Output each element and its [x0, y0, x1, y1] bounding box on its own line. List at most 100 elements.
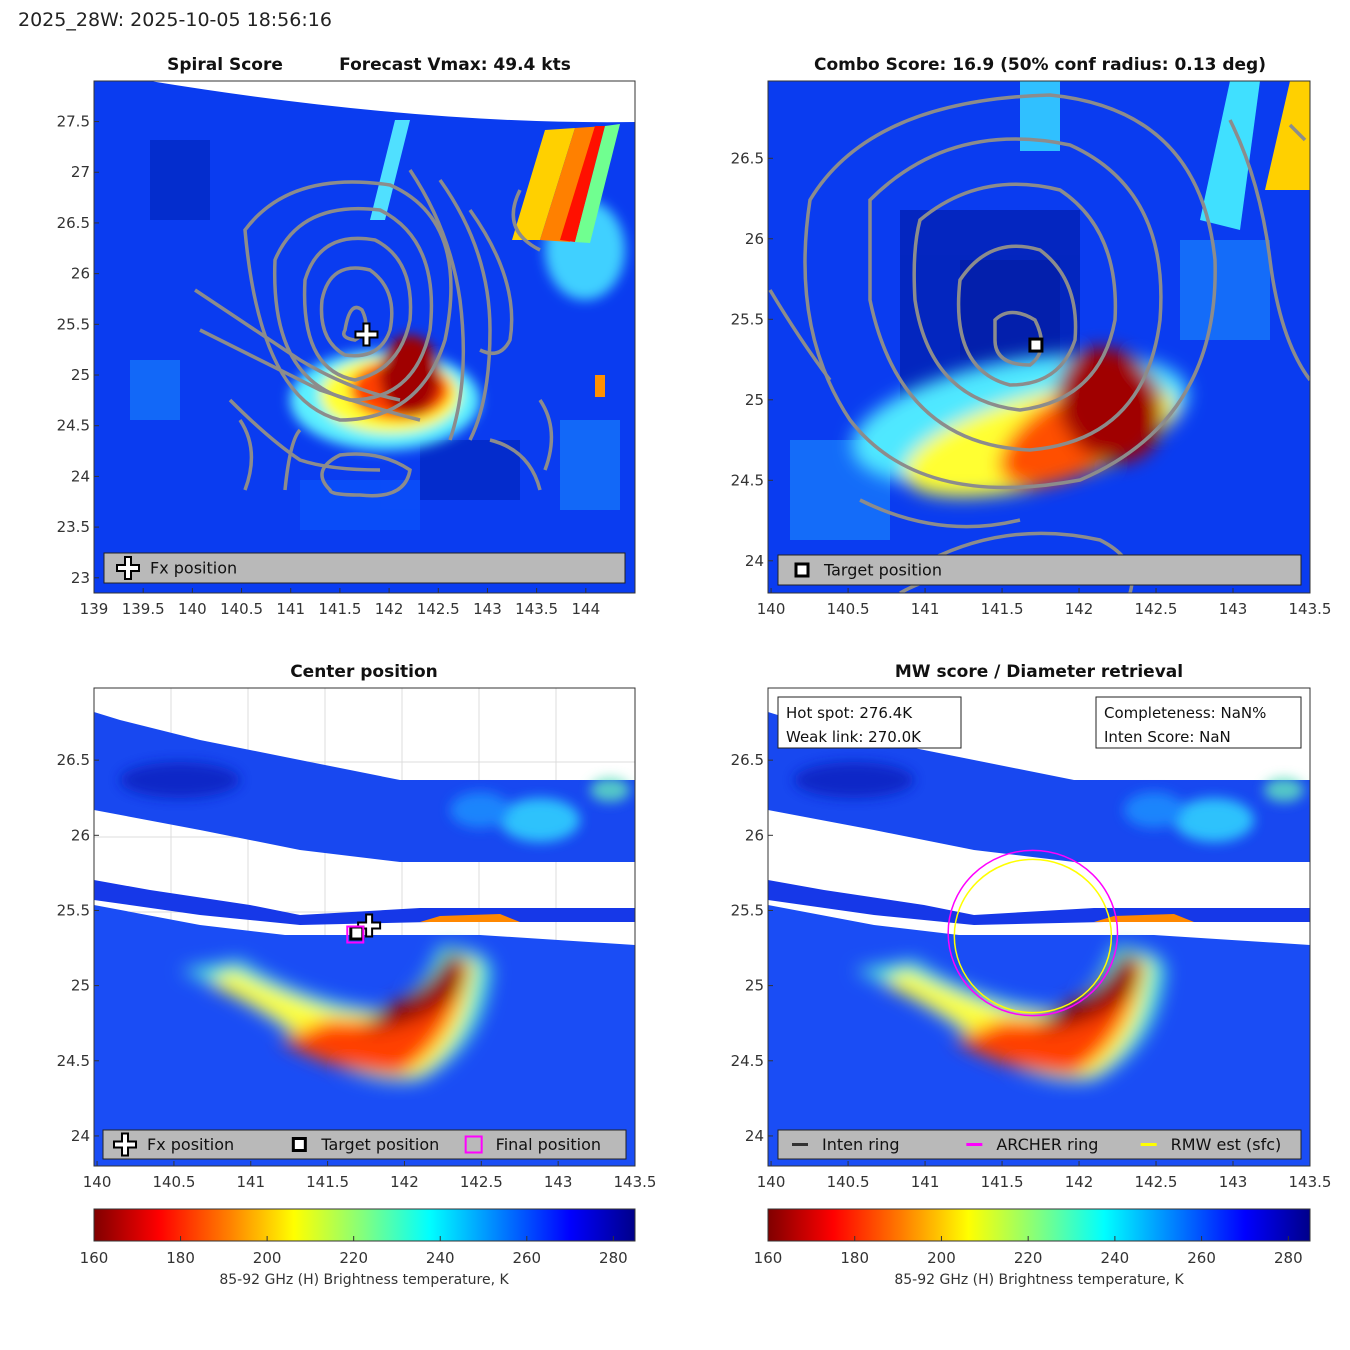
center-legend-plus-icon: [113, 1132, 137, 1157]
spiral-ytick-label: 24.5: [57, 417, 90, 435]
mw-xtick-label: 140: [757, 1173, 786, 1191]
spiral-heatmap: [94, 81, 635, 593]
colorbar-right-label: 85-92 GHz (H) Brightness temperature, K: [894, 1272, 1184, 1288]
center-legend-label: Target position: [320, 1135, 439, 1154]
center-xtick-label: 143.5: [614, 1173, 657, 1191]
center-final-position-marker: [346, 925, 365, 944]
center-xtick-label: 141: [236, 1173, 265, 1191]
combo-ytick-label: 26: [745, 230, 764, 248]
colorbar-tick-label: 180: [840, 1249, 869, 1267]
inten-score-text: Inten Score: NaN: [1104, 728, 1231, 746]
center-title: Center position: [290, 662, 438, 682]
spiral-ytick-label: 23.5: [57, 518, 90, 536]
center-legend-square-icon: [291, 1137, 307, 1152]
colorbar-left: 160 180 200 220 240 260 280 85-92 GHz (H) Brig…: [80, 1208, 636, 1288]
mw-info-right: Completeness: NaN% Inten Score: NaN: [1095, 696, 1302, 749]
combo-ytick-label: 24.5: [731, 471, 764, 489]
combo-xtick-label: 140: [757, 600, 786, 618]
colorbar-tick-label: 160: [80, 1249, 109, 1267]
spiral-xtick-label: 142: [375, 600, 404, 618]
center-ytick-label: 26.5: [57, 751, 90, 769]
center-xtick-label: 140: [83, 1173, 112, 1191]
colorbar-tick-label: 180: [166, 1249, 195, 1267]
combo-ytick-label: 25: [745, 391, 764, 409]
colorbar-left-gradient: [93, 1208, 636, 1242]
colorbar-left-label: 85-92 GHz (H) Brightness temperature, K: [219, 1272, 509, 1288]
combo-ytick-label: 24: [745, 552, 764, 570]
mw-xtick-label: 141.5: [981, 1173, 1024, 1191]
combo-xtick-label: 142: [1065, 600, 1094, 618]
mw-ytick-label: 26: [745, 826, 764, 844]
colorbar-tick-label: 240: [1101, 1249, 1130, 1267]
completeness-text: Completeness: NaN%: [1104, 704, 1266, 722]
center-legend-box: [102, 1129, 627, 1160]
combo-title: Combo Score: 16.9 (50% conf radius: 0.13…: [814, 55, 1266, 75]
mw-xtick-label: 143.5: [1289, 1173, 1332, 1191]
mw-xtick-label: 140.5: [827, 1173, 870, 1191]
spiral-xtick-label: 139: [80, 600, 109, 618]
mw-xtick-label: 143: [1219, 1173, 1248, 1191]
combo-ytick-label: 26.5: [731, 149, 764, 167]
center-xtick-label: 141.5: [306, 1173, 349, 1191]
center-panel: Center position: [93, 662, 636, 1167]
mw-ytick-label: 25.5: [731, 901, 764, 919]
spiral-ytick-label: 26: [71, 265, 90, 283]
colorbar-tick-label: 200: [927, 1249, 956, 1267]
combo-ytick-label: 25.5: [731, 310, 764, 328]
spiral-legend: Fx position: [103, 552, 626, 584]
spiral-ytick-label: 25: [71, 366, 90, 384]
mw-panel: MW score / Diameter retrieval: [767, 662, 1311, 1167]
spiral-legend-plus-icon: [116, 556, 140, 580]
combo-legend-box: [777, 554, 1302, 586]
combo-contours: [768, 93, 1310, 593]
spiral-ytick-label: 27: [71, 163, 90, 181]
center-ytick-label: 25: [71, 977, 90, 995]
spiral-xtick-label: 140: [178, 600, 207, 618]
mw-legend-label: RMW est (sfc): [1171, 1135, 1282, 1154]
spiral-panel: Spiral Score Forecast Vmax: 49.4 kts: [93, 55, 636, 594]
spiral-ytick-label: 24: [71, 467, 90, 485]
hot-spot-text: Hot spot: 276.4K: [786, 704, 913, 722]
colorbar-tick-label: 260: [1187, 1249, 1216, 1267]
mw-legend: Inten ring ARCHER ring RMW est (sfc): [777, 1129, 1302, 1160]
center-ytick-label: 24: [71, 1127, 90, 1145]
combo-xtick-label: 141.5: [981, 600, 1024, 618]
spiral-xtick-label: 140.5: [220, 600, 263, 618]
center-xtick-label: 140.5: [152, 1173, 195, 1191]
spiral-xtick-label: 139.5: [122, 600, 165, 618]
mw-xtick-label: 142: [1065, 1173, 1094, 1191]
combo-legend-square-icon: [794, 562, 810, 578]
combo-xtick-label: 143: [1219, 600, 1248, 618]
mw-xtick-label: 142.5: [1135, 1173, 1178, 1191]
spiral-xtick-label: 142.5: [417, 600, 460, 618]
spiral-xtick-label: 143: [473, 600, 502, 618]
combo-legend: Target position: [777, 554, 1302, 586]
weak-link-text: Weak link: 270.0K: [786, 728, 922, 746]
spiral-legend-label: Fx position: [150, 559, 237, 578]
colorbar-right: 160 180 200 220 240 260 280 85-92 GHz (H) Brig…: [754, 1208, 1311, 1288]
spiral-xtick-label: 141.5: [318, 600, 361, 618]
mw-legend-label: Inten ring: [822, 1135, 900, 1154]
spiral-xtick-label: 144: [571, 600, 600, 618]
colorbar-tick-label: 280: [599, 1249, 628, 1267]
spiral-ytick-label: 23: [71, 569, 90, 587]
mw-ytick-label: 25: [745, 977, 764, 995]
figure-title: 2025_28W: 2025-10-05 18:56:16: [18, 9, 332, 31]
center-convection: [180, 945, 492, 1082]
mw-legend-label: ARCHER ring: [996, 1135, 1098, 1154]
combo-xtick-label: 143.5: [1289, 600, 1332, 618]
center-ytick-label: 25.5: [57, 901, 90, 919]
colorbar-tick-label: 220: [339, 1249, 368, 1267]
colorbar-tick-label: 280: [1274, 1249, 1303, 1267]
center-ytick-label: 26: [71, 826, 90, 844]
colorbar-tick-label: 160: [754, 1249, 783, 1267]
center-target-position-marker: [349, 925, 365, 941]
mw-xtick-label: 141: [911, 1173, 940, 1191]
center-legend: Fx position Target position Final position: [102, 1129, 627, 1160]
spiral-title: Spiral Score: [167, 55, 283, 75]
spiral-forecast-vmax: Forecast Vmax: 49.4 kts: [339, 55, 571, 75]
center-xtick-label: 142: [390, 1173, 419, 1191]
combo-legend-label: Target position: [823, 561, 942, 580]
center-ytick-label: 24.5: [57, 1052, 90, 1070]
